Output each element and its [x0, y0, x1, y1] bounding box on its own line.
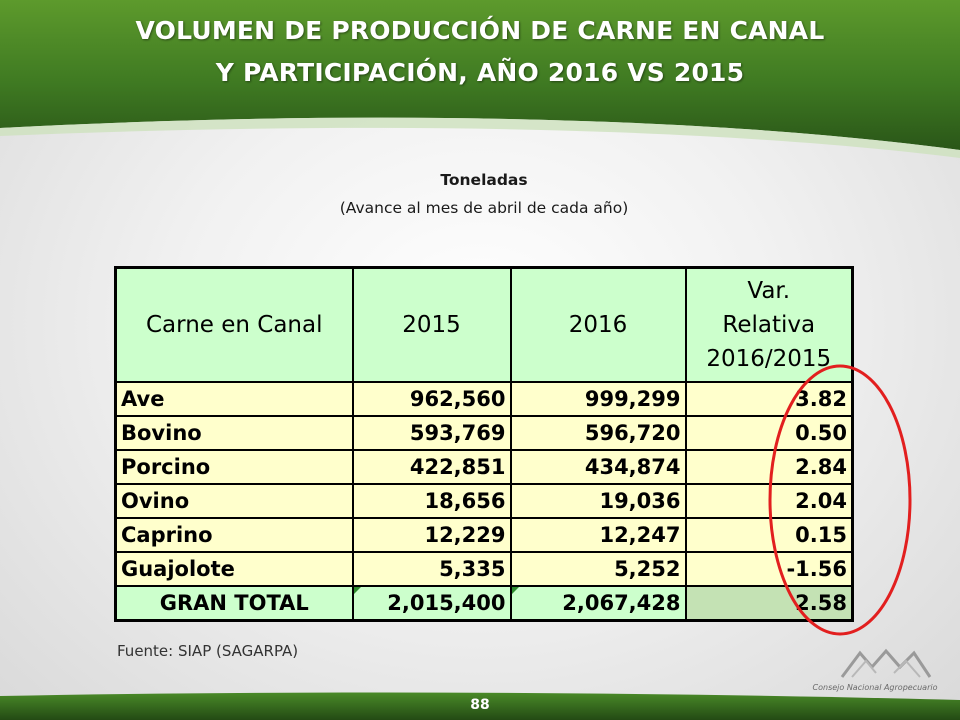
header-2016: 2016 — [509, 266, 687, 383]
production-table: Carne en Canal 2015 2016 Var. Relativa 2… — [114, 266, 854, 622]
total-2016-value: 2,067,428 — [562, 591, 681, 615]
header-var-line1: Var. — [747, 278, 791, 304]
table-row: Ave 962,560 999,299 3.82 — [114, 381, 854, 417]
row-2015: 12,229 — [351, 517, 512, 553]
row-var: 0.15 — [684, 517, 854, 553]
table-row: Ovino 18,656 19,036 2.04 — [114, 483, 854, 519]
row-var: 2.04 — [684, 483, 854, 519]
header-2015: 2015 — [351, 266, 512, 383]
total-var: 2.58 — [684, 585, 854, 622]
table-row: Bovino 593,769 596,720 0.50 — [114, 415, 854, 451]
period-caption: (Avance al mes de abril de cada año) — [339, 199, 629, 217]
row-name: Bovino — [114, 415, 354, 451]
page-number: 88 — [470, 697, 490, 713]
row-2016: 999,299 — [509, 381, 687, 417]
header-var-relativa: Var. Relativa 2016/2015 — [684, 266, 854, 383]
cell-indicator-icon — [353, 587, 361, 594]
row-2015: 5,335 — [351, 551, 512, 587]
row-2016: 19,036 — [509, 483, 687, 519]
total-2015-value: 2,015,400 — [387, 591, 506, 615]
table-header-row: Carne en Canal 2015 2016 Var. Relativa 2… — [114, 266, 854, 383]
source-note: Fuente: SIAP (SAGARPA) — [117, 642, 299, 660]
row-name: Porcino — [114, 449, 354, 485]
table-row: Caprino 12,229 12,247 0.15 — [114, 517, 854, 553]
units-caption: Toneladas — [440, 171, 528, 189]
row-var: 0.50 — [684, 415, 854, 451]
row-2015: 593,769 — [351, 415, 512, 451]
title-line-1: VOLUMEN DE PRODUCCIÓN DE CARNE EN CANAL — [135, 16, 825, 45]
row-name: Ovino — [114, 483, 354, 519]
table-row: Porcino 422,851 434,874 2.84 — [114, 449, 854, 485]
row-name: Caprino — [114, 517, 354, 553]
row-var: 3.82 — [684, 381, 854, 417]
table-row: Guajolote 5,335 5,252 -1.56 — [114, 551, 854, 587]
row-var: 2.84 — [684, 449, 854, 485]
council-logo-icon — [840, 648, 932, 678]
cell-indicator-icon — [511, 587, 519, 594]
header-var-line3: 2016/2015 — [706, 346, 832, 372]
row-2015: 422,851 — [351, 449, 512, 485]
logo-caption: Consejo Nacional Agropecuario — [812, 683, 938, 692]
row-name: Guajolote — [114, 551, 354, 587]
row-var: -1.56 — [684, 551, 854, 587]
row-name: Ave — [114, 381, 354, 417]
row-2016: 5,252 — [509, 551, 687, 587]
row-2016: 434,874 — [509, 449, 687, 485]
row-2015: 962,560 — [351, 381, 512, 417]
row-2016: 12,247 — [509, 517, 687, 553]
header-carne-en-canal: Carne en Canal — [114, 266, 354, 383]
row-2015: 18,656 — [351, 483, 512, 519]
header-var-line2: Relativa — [722, 312, 816, 338]
total-2015: 2,015,400 — [351, 585, 512, 622]
total-name: GRAN TOTAL — [114, 585, 354, 622]
title-line-2: Y PARTICIPACIÓN, AÑO 2016 VS 2015 — [215, 58, 745, 87]
total-row: GRAN TOTAL 2,015,400 2,067,428 2.58 — [114, 585, 854, 622]
slide-title: VOLUMEN DE PRODUCCIÓN DE CARNE EN CANAL … — [0, 10, 960, 94]
total-2016: 2,067,428 — [509, 585, 687, 622]
row-2016: 596,720 — [509, 415, 687, 451]
